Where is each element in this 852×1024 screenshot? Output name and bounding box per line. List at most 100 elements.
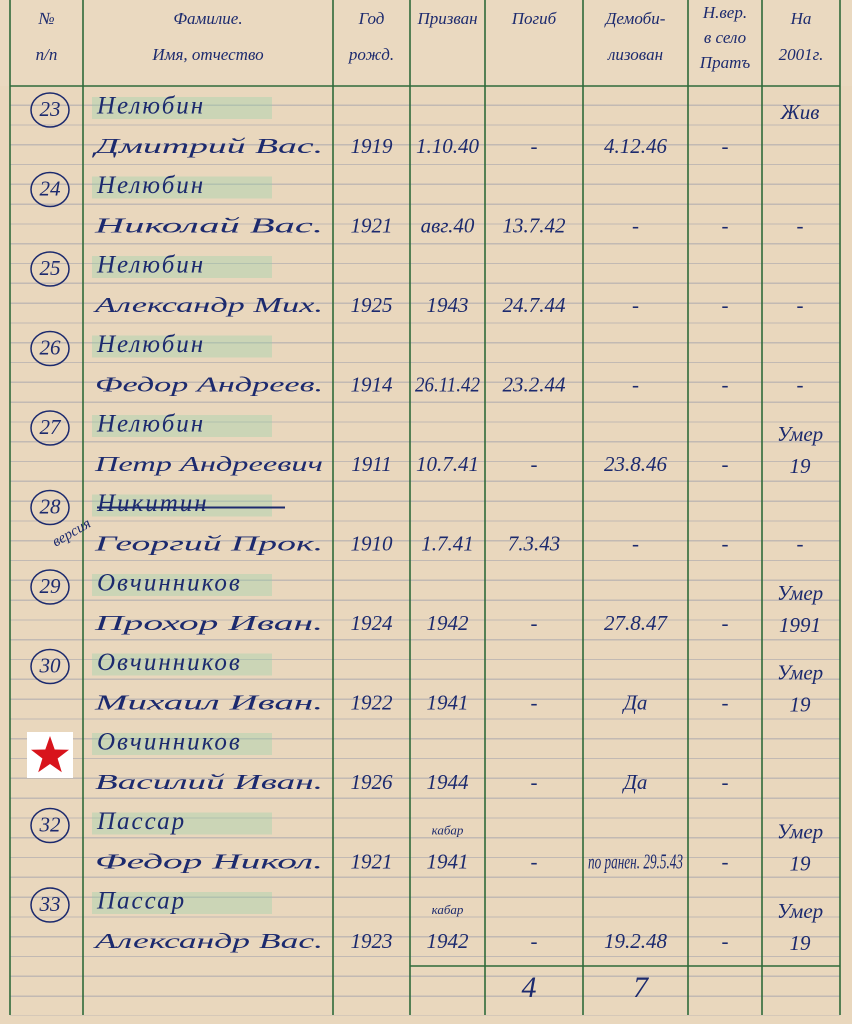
cell-returned: -: [722, 372, 729, 396]
header-label: Призван: [416, 9, 477, 28]
row-number: 24: [40, 176, 62, 200]
status-2001: Жив: [780, 100, 820, 124]
cell-returned: -: [722, 611, 729, 635]
cell-birth-year: 1922: [351, 690, 394, 714]
header-label: №: [37, 9, 54, 28]
cell-killed: 13.7.42: [503, 213, 567, 237]
highlight: [92, 892, 272, 914]
status-2001: -: [797, 213, 804, 237]
cell-killed: -: [531, 611, 538, 635]
surname: Овчинников: [97, 570, 242, 597]
cell-birth-year: 1910: [351, 531, 394, 555]
cell-birth-year: 1921: [351, 213, 393, 237]
header-label: Погиб: [511, 9, 557, 28]
row-number: 28: [40, 494, 62, 518]
cell-birth-year: 1919: [351, 134, 394, 158]
number-circle: [30, 171, 70, 208]
cell-returned: -: [722, 929, 729, 953]
cell-birth-year: 1925: [351, 293, 393, 317]
side-note: версия: [50, 516, 94, 551]
header-label: Демоби-: [604, 9, 666, 28]
number-circle: [30, 489, 70, 526]
cell-killed: 7.3.43: [508, 531, 561, 555]
status-2001: -: [797, 531, 804, 555]
surname: Никитин: [96, 490, 209, 517]
given-name: Михаил Иван.: [93, 690, 323, 714]
cell-returned: -: [722, 531, 729, 555]
given-name: Федор Никол.: [95, 849, 323, 873]
row-number: 25: [40, 256, 61, 280]
number-circle: [30, 569, 70, 605]
cell-killed: 23.2.44: [503, 372, 567, 396]
status-2001: 19: [790, 851, 812, 875]
header-label: лизован: [607, 45, 663, 64]
status-2001: -: [797, 293, 804, 317]
cell-birth-year: 1921: [351, 849, 393, 873]
row-number: 32: [39, 812, 62, 836]
row-number: 27: [40, 415, 63, 439]
surname: Нелюбин: [96, 411, 205, 438]
status-2001: -: [797, 372, 804, 396]
status-2001: Умер: [777, 581, 823, 605]
surname: Пассар: [96, 808, 186, 835]
highlight: [92, 494, 272, 517]
highlight: [92, 256, 272, 278]
cell-demobilized: 19.2.48: [604, 929, 668, 953]
cell-killed: 24.7.44: [503, 293, 567, 317]
cell-killed: -: [531, 134, 538, 158]
row-number: 26: [40, 335, 62, 359]
cell-called: 1.7.41: [421, 531, 474, 555]
number-circle: [30, 251, 70, 287]
cell-returned: -: [722, 849, 729, 873]
cell-killed: -: [531, 690, 538, 714]
surname: Нелюбин: [96, 93, 205, 120]
surname: Пассар: [96, 888, 186, 915]
cell-returned: -: [722, 452, 729, 476]
cell-called: 1944: [427, 770, 470, 794]
number-circle: [30, 330, 70, 367]
cell-returned: -: [722, 213, 729, 237]
cell-demobilized: по ранен. 29.5.43: [588, 849, 683, 873]
cell-demobilized: -: [632, 372, 639, 396]
status-2001: Умер: [777, 660, 823, 684]
surname: Овчинников: [97, 729, 242, 756]
header-label: п/п: [36, 45, 58, 64]
given-name: Александр Мих.: [92, 293, 323, 317]
number-circle: [30, 648, 70, 685]
number-circle: [30, 887, 70, 923]
row-number: 29: [40, 574, 62, 598]
cell-killed: -: [531, 452, 538, 476]
status-2001: 19: [790, 692, 812, 716]
called-note: кабар: [432, 822, 464, 837]
given-name: Николай Вас.: [93, 213, 323, 237]
status-2001: Умер: [777, 819, 823, 843]
surname: Нелюбин: [96, 252, 205, 279]
given-name: Георгий Прок.: [93, 531, 323, 555]
row-number: 33: [39, 892, 61, 916]
given-name: Александр Вас.: [92, 929, 323, 953]
cell-demobilized: -: [632, 293, 639, 317]
cell-called: 1942: [427, 611, 470, 635]
status-2001: 19: [790, 454, 812, 478]
surname: Нелюбин: [96, 172, 205, 199]
highlight: [92, 176, 272, 199]
header-label: Год: [358, 9, 385, 28]
cell-killed: -: [531, 929, 538, 953]
given-name: Прохор Иван.: [93, 611, 323, 635]
cell-called: 1943: [427, 293, 469, 317]
status-2001: 19: [790, 931, 812, 955]
cell-called: 10.7.41: [416, 452, 479, 476]
cell-returned: -: [722, 690, 729, 714]
header-band: [0, 0, 852, 86]
cell-demobilized: -: [632, 531, 639, 555]
status-2001: Умер: [777, 422, 823, 446]
cell-called: 26.11.42: [415, 372, 480, 396]
given-name: Василий Иван.: [95, 770, 323, 794]
cell-killed: -: [531, 849, 538, 873]
cell-called: 1941: [427, 690, 469, 714]
highlight: [92, 415, 272, 437]
cell-returned: -: [722, 134, 729, 158]
status-2001: Умер: [777, 899, 823, 923]
red-star: [31, 736, 69, 773]
